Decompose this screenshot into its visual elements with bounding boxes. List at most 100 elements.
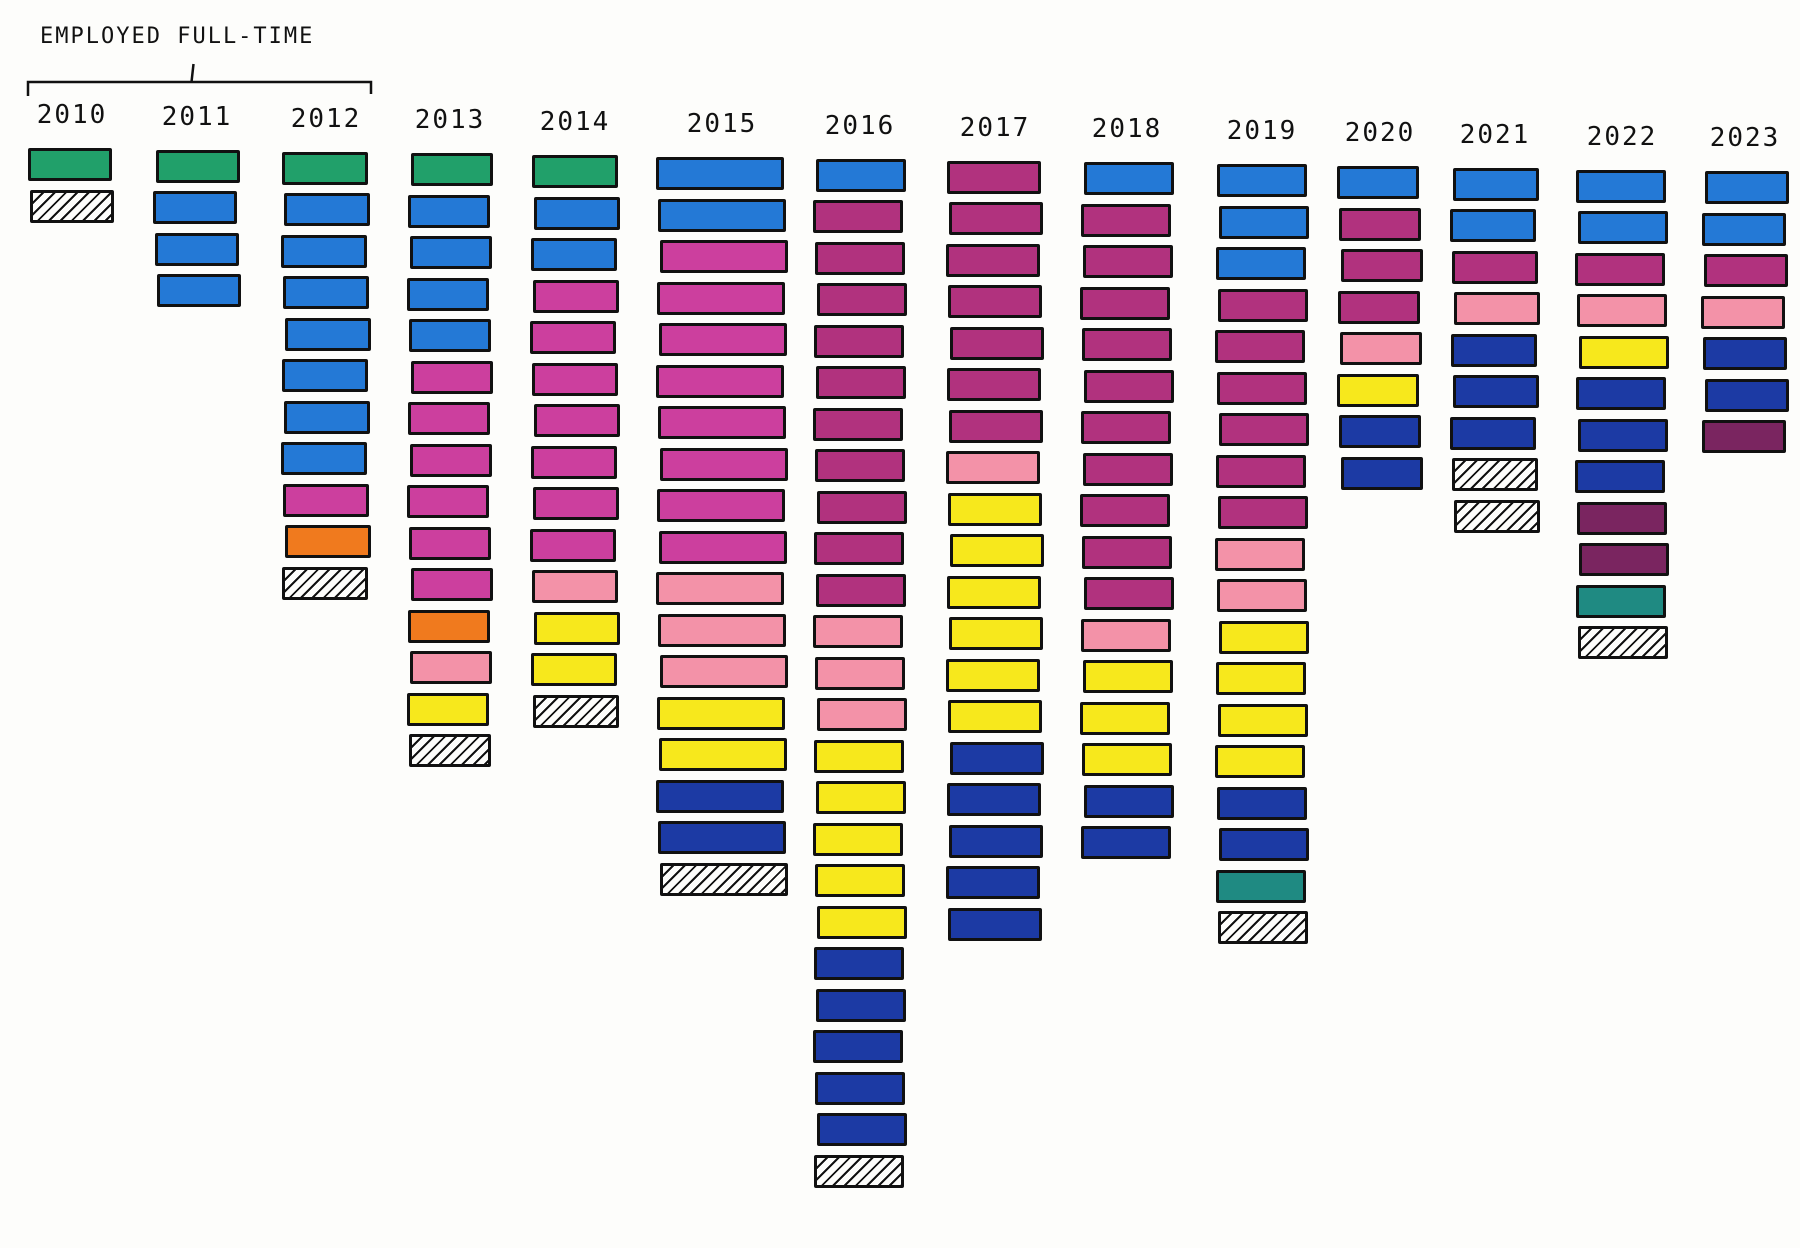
block-2022-11-teal [1576,584,1666,618]
block-2016-2-berry [813,200,903,234]
block-2014-7-magenta [534,404,620,438]
block-2018-15-yellow [1082,743,1172,777]
block-2013-11-magenta [411,568,493,602]
block-2020-5-pink [1340,332,1422,365]
block-2017-11-yellow [947,575,1041,609]
block-2020-6-yellow [1337,373,1419,407]
block-2018-11-berry [1084,577,1174,611]
block-2018-3-berry [1083,245,1173,279]
block-2015-1-blue [656,157,784,190]
bracket-line [26,63,373,96]
block-2013-14-yellow [407,692,489,726]
block-2012-4-blue [283,276,369,310]
block-2019-14-yellow [1218,703,1308,737]
block-2016-15-yellow [814,739,904,773]
year-label-2019: 2019 [1226,116,1298,147]
block-2017-10-yellow [950,534,1044,568]
block-2015-8-magenta [660,447,788,481]
block-2023-1-blue [1705,171,1789,205]
block-2018-12-pink [1081,618,1171,652]
block-2015-5-magenta [659,323,787,356]
block-2017-17-navy [949,824,1043,858]
block-2021-7-navy [1450,416,1536,450]
block-2013-9-magenta [407,485,489,519]
year-label-2022: 2022 [1586,121,1658,152]
block-2013-13-pink [410,651,492,685]
block-2016-21-navy [816,988,906,1022]
block-2021-6-navy [1453,375,1539,409]
block-2022-8-navy [1575,460,1665,494]
block-2018-14-yellow [1080,701,1170,735]
year-label-2018: 2018 [1091,114,1163,145]
block-2018-5-berry [1082,328,1172,362]
block-2023-4-pink [1701,295,1785,329]
block-2019-3-blue [1216,247,1306,281]
block-2019-4-berry [1218,288,1308,322]
block-2014-14-hatched [533,694,619,728]
block-2014-6-magenta [532,362,618,396]
block-2017-4-berry [948,285,1042,319]
block-2015-7-magenta [658,406,786,439]
block-2015-2-blue [658,198,786,232]
block-2012-10-orange [285,525,371,559]
block-2022-9-plum [1577,501,1667,535]
block-2016-24-navy [817,1113,907,1147]
block-2016-23-navy [815,1071,905,1105]
block-2016-18-yellow [815,864,905,898]
block-2015-10-magenta [659,530,787,564]
block-2014-5-magenta [530,321,616,355]
block-2016-10-berry [814,532,904,566]
block-2023-2-blue [1702,212,1786,246]
block-2019-19-hatched [1218,911,1308,945]
block-2014-8-magenta [531,445,617,479]
block-2015-6-magenta [656,364,784,398]
block-2012-7-blue [284,400,370,434]
block-2013-1-green [411,153,493,187]
block-2020-1-blue [1337,166,1419,199]
block-2015-3-magenta [660,240,788,273]
year-label-2010: 2010 [36,100,108,130]
year-label-2023: 2023 [1709,123,1781,154]
block-2017-13-yellow [946,658,1040,692]
block-2019-12-yellow [1219,620,1309,654]
block-2016-16-yellow [816,781,906,815]
block-2022-5-yellow [1579,335,1669,369]
block-2019-13-yellow [1216,662,1306,696]
block-2017-19-navy [948,907,1042,941]
block-2015-13-pink [660,655,788,688]
block-2018-2-berry [1081,203,1171,237]
block-2021-1-blue [1453,167,1539,201]
block-2018-10-berry [1082,535,1172,569]
block-2014-2-blue [534,196,620,230]
year-label-2012: 2012 [290,103,362,134]
block-2012-6-blue [282,359,368,393]
block-2016-14-pink [817,698,907,732]
block-2018-6-berry [1084,369,1174,403]
block-2013-12-orange [408,609,490,643]
block-2014-11-pink [532,570,618,604]
block-2016-9-berry [817,490,907,524]
block-2018-9-berry [1080,494,1170,528]
block-2016-13-pink [815,656,905,690]
block-2012-11-hatched [282,566,368,600]
block-2013-2-blue [408,194,490,228]
block-2022-7-navy [1578,418,1668,452]
block-2014-4-magenta [533,279,619,313]
block-2017-5-berry [950,326,1044,360]
block-2017-8-pink [946,451,1040,485]
block-2013-5-blue [409,319,491,353]
header-label: EMPLOYED FULL-TIME [40,24,315,49]
block-2013-8-magenta [410,443,492,477]
block-2022-10-plum [1579,543,1669,577]
block-2021-8-hatched [1452,458,1538,492]
block-2021-5-navy [1451,333,1537,367]
block-2018-17-navy [1081,826,1171,860]
block-2018-8-berry [1083,452,1173,486]
block-2015-14-yellow [657,696,785,730]
block-2017-18-navy [946,866,1040,900]
block-2019-11-pink [1217,579,1307,613]
block-2013-4-blue [407,277,489,311]
block-2016-3-berry [815,241,905,275]
year-label-2020: 2020 [1344,118,1416,148]
block-2016-20-navy [814,947,904,981]
